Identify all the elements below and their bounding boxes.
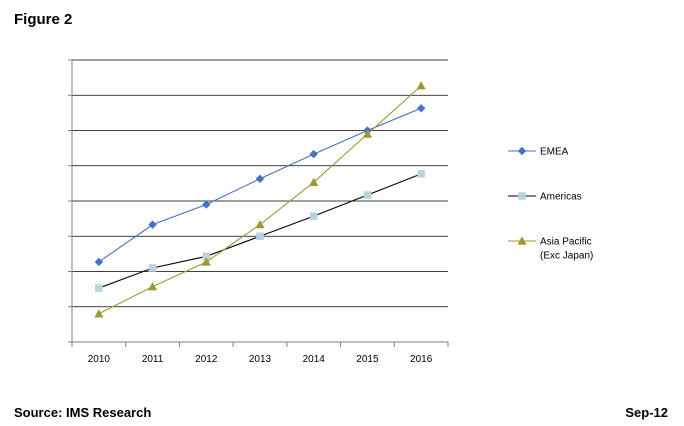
data-point-emea xyxy=(416,104,426,113)
legend-label: EMEA xyxy=(540,147,569,158)
data-point-asia-pacific-exc-japan xyxy=(94,309,104,318)
data-point-emea xyxy=(309,149,318,159)
data-point-asia-pacific-exc-japan xyxy=(147,282,158,291)
series-line-americas xyxy=(98,173,422,289)
legend-label: Americas xyxy=(540,192,582,203)
data-point-asia-pacific-exc-japan xyxy=(201,257,211,266)
legend-swatch-marker xyxy=(517,146,527,156)
series-emea xyxy=(94,104,426,267)
data-point-asia-pacific-exc-japan xyxy=(255,220,265,229)
legend-item-asia-pacific-exc-japan: Asia Pacific (Exc Japan) xyxy=(508,236,593,262)
data-point-americas xyxy=(417,170,425,178)
date-note: Sep-12 xyxy=(625,405,668,420)
axes xyxy=(68,59,449,347)
legend-item-americas: Americas xyxy=(508,192,582,203)
x-tick-label: 2012 xyxy=(195,354,218,365)
series-layer xyxy=(94,81,426,318)
x-tick-label: 2015 xyxy=(356,354,379,365)
data-point-americas xyxy=(202,252,211,261)
x-tick-label: 2011 xyxy=(142,354,164,365)
series-asia-pacific-exc-japan xyxy=(94,81,426,318)
data-point-americas xyxy=(309,212,318,220)
x-tick-labels: 2010 2011 2012 2013 2014 2015 2016 xyxy=(88,354,433,365)
data-point-americas xyxy=(256,232,264,241)
gridlines xyxy=(72,59,448,308)
x-tick-label: 2010 xyxy=(88,354,111,365)
data-point-emea xyxy=(94,257,104,267)
data-point-emea xyxy=(148,220,157,229)
data-point-americas xyxy=(363,191,372,199)
data-point-emea xyxy=(202,200,211,209)
source-note: Source: IMS Research xyxy=(14,405,152,420)
data-point-emea xyxy=(255,174,265,183)
data-point-asia-pacific-exc-japan xyxy=(309,177,319,186)
legend-label: (Exc Japan) xyxy=(540,251,593,262)
x-tick-label: 2016 xyxy=(410,354,433,365)
legend-swatch-marker xyxy=(518,192,526,200)
data-point-americas xyxy=(148,264,157,272)
series-americas xyxy=(95,170,425,292)
legend-label: Asia Pacific xyxy=(540,237,592,248)
x-tick-label: 2013 xyxy=(249,354,272,365)
legend-item-emea: EMEA xyxy=(508,147,569,158)
series-line-asia-pacific-exc-japan xyxy=(98,85,422,315)
figure-title: Figure 2 xyxy=(14,11,73,28)
x-tick-label: 2014 xyxy=(303,354,326,365)
data-point-asia-pacific-exc-japan xyxy=(416,81,426,90)
data-point-americas xyxy=(95,284,103,292)
legend: EMEA Americas Asia Pacific (Exc Japan) xyxy=(508,147,593,262)
data-point-asia-pacific-exc-japan xyxy=(362,129,373,138)
legend-swatch-marker xyxy=(517,236,527,245)
